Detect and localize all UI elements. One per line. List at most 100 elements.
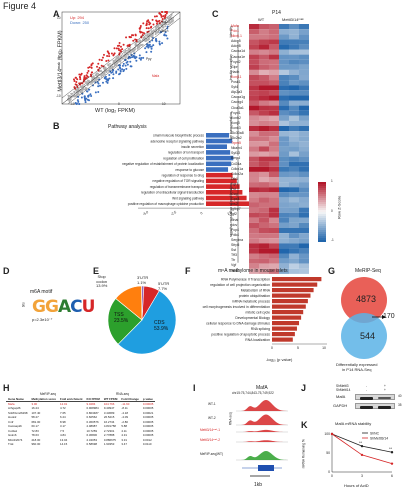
- heatmap-cell: [259, 207, 269, 213]
- heatmap-cell: [299, 100, 309, 106]
- panel-h-group-header: MeRIP-seq: [40, 392, 56, 396]
- ns-point: [100, 73, 103, 76]
- panel-j-marker: 40: [398, 394, 402, 398]
- panel-f-chart: RNA Polymerase II Transcription regulatio…: [203, 277, 327, 350]
- up-point: [75, 84, 78, 87]
- heatmap-cell: [249, 253, 259, 259]
- heatmap-gene-label: Cdkn2a: [231, 171, 244, 176]
- up-point: [90, 63, 93, 66]
- heatmap-cell: [279, 182, 289, 188]
- down-point: [91, 84, 94, 87]
- ns-point: [128, 51, 131, 54]
- heatmap-cell: [299, 228, 309, 234]
- heatmap-cell: [299, 192, 309, 198]
- heatmap-gene-label: Gipr: [231, 64, 238, 69]
- go-term-bar: [272, 310, 304, 315]
- heatmap-cell: [299, 207, 309, 213]
- heatmap-cell: [279, 80, 289, 86]
- legend-swatch: [318, 194, 326, 196]
- heatmap-cell: [249, 146, 259, 152]
- down-point: [161, 42, 164, 45]
- down-point: [133, 56, 136, 59]
- heatmap-cell: [289, 248, 299, 254]
- pie-slice: [107, 298, 143, 345]
- panel-e-pie: [107, 285, 177, 355]
- heatmap-cell: [269, 207, 279, 213]
- up-point: [79, 78, 82, 81]
- legend-swatch: [318, 190, 326, 192]
- up-point: [79, 83, 82, 86]
- heatmap-cell: [249, 44, 259, 50]
- heatmap-cell: [299, 110, 309, 116]
- heatmap-cell: [279, 197, 289, 203]
- heatmap-gene-label: Kcnj11: [231, 74, 242, 79]
- heatmap-cell: [259, 54, 269, 60]
- table-cell: 14.15: [60, 442, 68, 447]
- heatmap-cell: [269, 39, 279, 45]
- panel-c-col-mut: Mettl3/14ᵐᵃᵏ: [282, 17, 304, 22]
- heatmap-cell: [249, 115, 259, 121]
- panel-i-locus: chr15:75,744,843-75,749,922: [232, 391, 274, 395]
- heatmap-cell: [249, 136, 259, 142]
- down-point: [105, 78, 108, 81]
- table-cell: -4.09: [121, 415, 128, 420]
- heatmap-gene-label: Syt4: [231, 85, 239, 90]
- down-point: [78, 103, 81, 105]
- down-point: [164, 31, 167, 34]
- table-cell: 2.72301: [103, 428, 115, 433]
- legend-swatch: [318, 230, 326, 232]
- heatmap-cell: [289, 268, 299, 274]
- x-tick-label: -2.5: [170, 210, 177, 216]
- ns-point: [86, 81, 89, 84]
- table-cell: 0.00005: [142, 433, 154, 438]
- heatmap-cell: [249, 248, 259, 254]
- heatmap-cell: [259, 24, 269, 30]
- ns-point: [95, 79, 97, 82]
- heatmap-cell: [299, 161, 309, 167]
- ns-point: [137, 45, 140, 48]
- heatmap-gene-label: Cacna1d: [231, 49, 246, 54]
- legend-swatch: [318, 228, 326, 230]
- heatmap-cell: [279, 34, 289, 40]
- table-cell: 3.31: [121, 437, 127, 442]
- down-point: [126, 63, 129, 66]
- heatmap-cell: [289, 110, 299, 116]
- heatmap-cell: [299, 238, 309, 244]
- heatmap-cell: [259, 161, 269, 167]
- panel-h-group-header: RNA-seq: [116, 392, 129, 396]
- heatmap-cell: [249, 197, 259, 203]
- table-cell: 13.04: [60, 437, 68, 442]
- heatmap-gene-label: Fst: [231, 187, 236, 191]
- pathway-bar: [206, 172, 233, 178]
- ns-point: [169, 22, 172, 24]
- heatmap-cell: [299, 29, 309, 35]
- coverage-track: [236, 451, 288, 460]
- up-point: [73, 86, 76, 89]
- heatmap-gene-label: Slc30a8: [231, 130, 244, 135]
- heatmap-cell: [299, 85, 309, 91]
- ns-point: [87, 79, 89, 82]
- up-point: [155, 22, 158, 25]
- table-cell: 960.00: [31, 442, 41, 447]
- heatmap-cell: [249, 141, 259, 147]
- go-term-bar: [272, 293, 311, 298]
- down-point: [86, 90, 89, 93]
- heatmap-gene-label: Cd24a: [231, 161, 242, 166]
- ns-point: [109, 67, 112, 70]
- down-point: [87, 94, 90, 97]
- legend-swatch: [318, 208, 326, 210]
- heatmap-cell: [259, 126, 269, 132]
- heatmap-cell: [249, 85, 259, 91]
- heatmap-cell: [279, 64, 289, 70]
- table-cell: 0.60562: [86, 415, 97, 420]
- heatmap-cell: [259, 34, 269, 40]
- up-point: [164, 15, 167, 18]
- ns-point: [147, 34, 149, 37]
- heatmap-cell: [289, 105, 299, 111]
- table-header-cell: Gene Name: [6, 397, 30, 402]
- pathway-label: insulin secretion: [181, 145, 204, 149]
- up-point: [121, 48, 124, 51]
- heatmap-cell: [249, 161, 259, 167]
- heatmap-cell: [259, 177, 269, 183]
- heatmap-cell: [249, 105, 259, 111]
